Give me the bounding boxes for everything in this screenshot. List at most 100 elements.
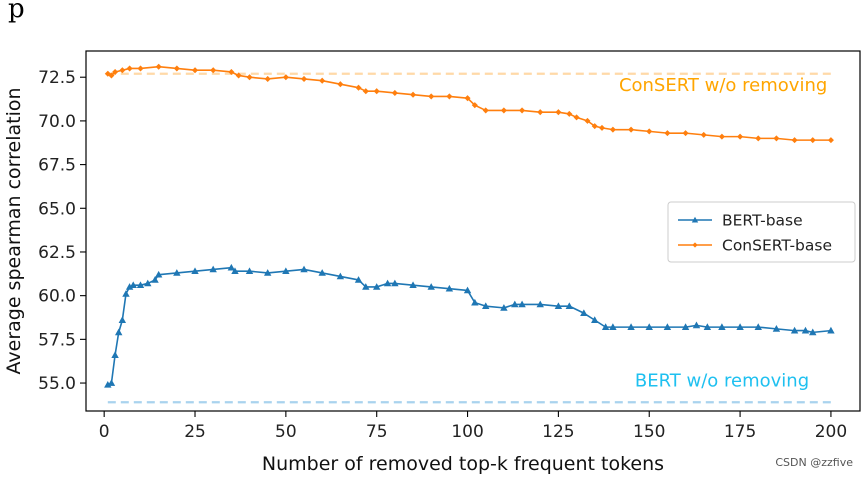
data-point xyxy=(591,123,598,130)
data-point xyxy=(445,284,454,292)
data-point xyxy=(235,72,242,79)
data-point xyxy=(137,65,144,72)
data-point xyxy=(463,286,472,294)
x-axis-title: Number of removed top-k frequent tokens xyxy=(262,453,664,475)
data-point xyxy=(809,137,816,144)
data-point xyxy=(318,269,326,276)
data-point xyxy=(791,137,798,144)
series-layer xyxy=(104,63,835,388)
data-point xyxy=(264,75,271,82)
legend: BERT-base ConSERT-base xyxy=(667,201,856,263)
data-point xyxy=(301,75,308,82)
data-point xyxy=(682,130,689,137)
data-point xyxy=(446,93,453,100)
data-point xyxy=(246,74,253,81)
data-point xyxy=(580,309,588,316)
x-tick-label: 75 xyxy=(366,422,388,442)
data-point xyxy=(114,328,123,336)
data-point xyxy=(104,70,111,77)
x-tick-label: 150 xyxy=(633,422,665,442)
annotations: ConSERT w/o removing BERT w/o removing xyxy=(619,75,827,391)
data-point xyxy=(373,88,380,95)
data-point xyxy=(372,283,381,290)
data-point xyxy=(518,300,526,308)
data-point xyxy=(354,276,363,283)
y-tick-label: 70.0 xyxy=(38,112,76,132)
x-tick-label: 125 xyxy=(542,422,574,442)
y-tick-label: 62.5 xyxy=(38,243,76,263)
data-point xyxy=(263,269,272,276)
data-point xyxy=(111,351,119,358)
data-point xyxy=(737,133,744,140)
data-point xyxy=(391,89,398,96)
data-point xyxy=(428,93,435,100)
data-point xyxy=(519,107,526,114)
data-point xyxy=(427,283,435,290)
data-point xyxy=(231,267,239,275)
data-point xyxy=(718,133,725,140)
data-point xyxy=(391,279,399,287)
data-point xyxy=(598,124,606,131)
x-tick-label: 100 xyxy=(451,422,483,442)
data-point xyxy=(410,91,417,98)
data-point xyxy=(144,279,152,287)
data-point xyxy=(355,84,362,91)
annotation-1: BERT w/o removing xyxy=(635,371,809,392)
data-point xyxy=(383,279,392,287)
data-point xyxy=(126,65,133,72)
data-point xyxy=(754,323,762,330)
data-point xyxy=(627,323,635,330)
data-point xyxy=(536,300,544,308)
y-tick-label: 65.0 xyxy=(38,199,76,219)
data-point xyxy=(471,102,478,109)
data-point xyxy=(191,267,199,275)
data-point xyxy=(692,321,701,329)
data-point xyxy=(511,300,519,308)
data-point xyxy=(108,72,115,79)
legend-label: ConSERT-base xyxy=(722,237,832,255)
data-point xyxy=(409,281,417,289)
data-point xyxy=(282,74,289,81)
series-line-bert-base xyxy=(107,266,832,386)
data-point xyxy=(718,323,726,330)
data-point xyxy=(228,68,235,75)
data-point xyxy=(362,88,369,95)
data-point xyxy=(646,128,653,135)
data-point xyxy=(119,67,126,74)
data-point xyxy=(136,281,145,289)
y-tick-label: 55.0 xyxy=(38,374,76,394)
data-point xyxy=(809,328,817,336)
data-point xyxy=(736,323,744,330)
data-point xyxy=(790,326,799,334)
data-point xyxy=(191,67,199,74)
data-point xyxy=(471,298,479,306)
data-point xyxy=(319,77,326,84)
data-point xyxy=(566,110,573,117)
watermark: CSDN @zzfive xyxy=(775,456,853,469)
data-point xyxy=(681,323,690,330)
y-axis-title: Average spearman correlation xyxy=(3,87,25,374)
reference-lines xyxy=(107,72,831,404)
axes-layer xyxy=(85,50,861,412)
y-tick-label: 67.5 xyxy=(38,156,76,176)
data-point xyxy=(173,65,180,72)
data-point xyxy=(210,67,217,74)
data-point xyxy=(129,281,137,289)
data-point xyxy=(827,326,835,334)
data-point xyxy=(500,304,508,311)
data-point xyxy=(555,109,562,116)
data-point xyxy=(609,126,616,133)
data-point xyxy=(282,267,290,275)
annotation-0: ConSERT w/o removing xyxy=(619,75,827,96)
data-point xyxy=(700,131,707,138)
data-point xyxy=(609,323,617,330)
data-point xyxy=(122,290,130,297)
data-point xyxy=(772,325,781,332)
data-point xyxy=(155,63,162,70)
data-point xyxy=(151,276,159,283)
data-point xyxy=(154,270,163,278)
legend-swatch-marker xyxy=(692,242,698,248)
data-point xyxy=(362,283,370,290)
data-point xyxy=(482,302,490,310)
